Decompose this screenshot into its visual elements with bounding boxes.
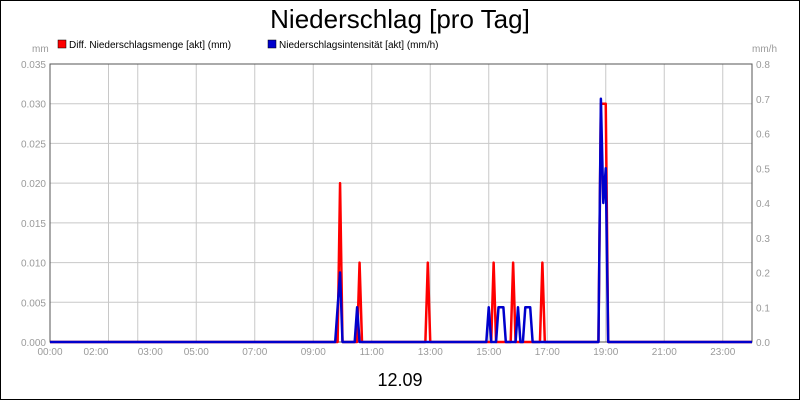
plot-area	[49, 63, 753, 343]
series-lines	[50, 97, 752, 344]
right-tick-label: 0.2	[756, 269, 770, 280]
grid	[49, 63, 752, 343]
x-tick-label: 11:00	[360, 347, 385, 358]
x-tick-label: 15:00	[476, 347, 501, 358]
axis-ticks: 0.000 0.005 0.010 0.015 0.020 0.025 0.030 0.035…	[21, 60, 770, 358]
x-tick-label: 13:00	[418, 347, 443, 358]
right-tick-label: 0.6	[756, 130, 770, 141]
legend: Diff. Niederschlagsmenge [akt] (mm) Niede…	[57, 39, 439, 51]
left-tick-label: 0.000	[21, 338, 46, 349]
left-tick-label: 0.015	[21, 219, 46, 230]
right-tick-label: 0.0	[756, 338, 770, 349]
x-tick-label: 09:00	[301, 347, 326, 358]
x-tick-label: 05:00	[184, 347, 209, 358]
series-line-2	[50, 97, 752, 344]
x-tick-label: 03:00	[138, 347, 163, 358]
x-tick-label: 00:00	[37, 347, 62, 358]
x-tick-label: 07:00	[242, 347, 267, 358]
x-tick-label: 23:00	[710, 347, 735, 358]
legend-swatch	[57, 39, 67, 49]
date-label: 12.09	[377, 370, 422, 390]
x-tick-label: 19:00	[593, 347, 618, 358]
left-tick-label: 0.035	[21, 60, 46, 71]
left-tick-label: 0.020	[21, 179, 46, 190]
right-tick-label: 0.4	[756, 199, 770, 210]
left-axis-unit: mm	[32, 44, 49, 55]
right-tick-label: 0.3	[756, 234, 770, 245]
right-tick-label: 0.5	[756, 164, 770, 175]
left-tick-label: 0.005	[21, 298, 46, 309]
right-tick-label: 0.7	[756, 95, 770, 106]
chart-title: Niederschlag [pro Tag]	[270, 4, 530, 34]
x-tick-label: 02:00	[83, 347, 108, 358]
legend-swatch	[267, 39, 277, 49]
left-tick-label: 0.030	[21, 100, 46, 111]
left-tick-label: 0.025	[21, 139, 46, 150]
right-tick-label: 0.1	[756, 303, 770, 314]
right-axis-unit: mm/h	[752, 44, 777, 55]
right-tick-label: 0.8	[756, 60, 770, 71]
x-tick-label: 21:00	[652, 347, 677, 358]
x-tick-label: 17:00	[535, 347, 560, 358]
legend-label: Niederschlagsintensität [akt] (mm/h)	[279, 40, 439, 51]
left-tick-label: 0.010	[21, 259, 46, 270]
legend-label: Diff. Niederschlagsmenge [akt] (mm)	[69, 40, 231, 51]
